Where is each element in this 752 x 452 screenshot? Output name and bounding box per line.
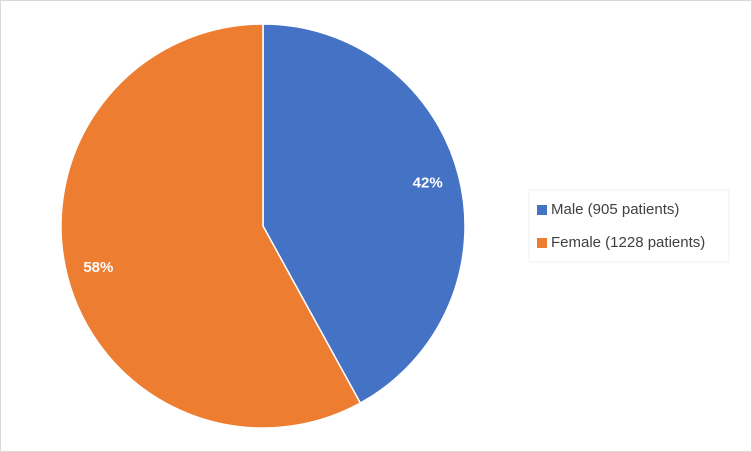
legend-swatch bbox=[537, 238, 547, 248]
pie-slice bbox=[262, 23, 466, 405]
data-label: 58% bbox=[83, 259, 113, 276]
legend-label: Male (905 patients) bbox=[551, 201, 679, 218]
legend-box bbox=[528, 189, 730, 263]
legend-swatch bbox=[537, 205, 547, 215]
data-label: 42% bbox=[413, 175, 443, 192]
legend: Male (905 patients) Female (1228 patients… bbox=[537, 201, 705, 251]
pie: 42% 58% bbox=[60, 23, 466, 429]
legend-label: Female (1228 patients) bbox=[551, 234, 705, 251]
pie-slice bbox=[60, 23, 362, 429]
